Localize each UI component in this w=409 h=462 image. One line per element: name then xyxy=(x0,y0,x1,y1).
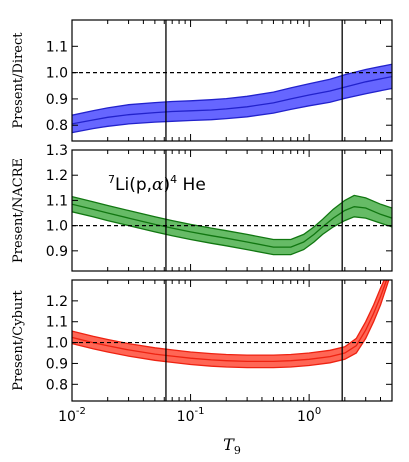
y-tick-label-1: 1.1 xyxy=(46,39,68,55)
annotation-pre-superscript: 7 xyxy=(108,173,115,186)
annotation-tail: He xyxy=(177,175,206,195)
lower-bound-line-3 xyxy=(72,280,390,369)
x-axis-label-subscript: 9 xyxy=(234,444,241,457)
uncertainty-band-2 xyxy=(72,195,392,255)
x-tick-exponent: -2 xyxy=(76,406,86,417)
annotation-alpha: α xyxy=(152,175,164,195)
y-axis-label-3: Present/Cyburt xyxy=(11,290,26,391)
central-line-3 xyxy=(72,280,388,363)
y-tick-label-2: 1.3 xyxy=(46,143,68,159)
plot-area-2 xyxy=(72,150,392,271)
panel-1: 0.8 0.9 1.0 1.1 Present/Direct xyxy=(11,19,393,142)
y-tick-label-3: 0.9 xyxy=(46,356,68,372)
y-axis-label-1: Present/Direct xyxy=(11,32,26,129)
x-tick-base: 10 xyxy=(177,409,195,425)
annotation-main: Li(p, xyxy=(115,175,152,195)
plot-area-3 xyxy=(72,280,392,401)
axes-frame-3 xyxy=(71,279,393,402)
axes-frame-1 xyxy=(71,19,393,142)
panel-2: 0.9 1.0 1.1 1.2 1.3 Present/NACRE xyxy=(11,143,393,272)
x-tick-exponent: 0 xyxy=(315,406,321,417)
y-tick-label-1: 1.0 xyxy=(46,66,68,82)
annotation-post-superscript: 4 xyxy=(170,173,177,186)
central-line-2 xyxy=(72,203,392,248)
y-axis-label-2: Present/NACRE xyxy=(11,158,26,263)
upper-bound-line-2 xyxy=(72,194,392,241)
y-tick-label-2: 1.1 xyxy=(46,193,68,209)
plot-area-1 xyxy=(72,20,392,141)
annotation-close: ) xyxy=(164,175,171,195)
panels: 0.8 0.9 1.0 1.1 Present/Direct 0.9 1.0 1.1 1.2 1.… xyxy=(11,19,393,425)
central-line-1 xyxy=(72,75,392,125)
lower-bound-line-2 xyxy=(72,211,392,256)
y-tick-label-3: 1.1 xyxy=(46,315,68,331)
y-tick-label-2: 1.0 xyxy=(46,219,68,235)
upper-bound-line-1 xyxy=(72,63,392,116)
y-tick-label-1: 0.8 xyxy=(46,118,68,134)
x-tick-base: 10 xyxy=(297,409,315,425)
x-tick-label: 100 xyxy=(297,406,321,425)
y-tick-label-3: 0.8 xyxy=(46,377,68,393)
x-tick-exponent: -1 xyxy=(194,406,204,417)
panel-3: 0.8 0.9 1.0 1.1 1.2 Present/Cyburt xyxy=(11,279,393,402)
y-tick-label-3: 1.0 xyxy=(46,336,68,352)
y-tick-label-3: 1.2 xyxy=(46,294,68,310)
x-axis-label: T9 xyxy=(223,435,241,457)
y-tick-label-2: 0.9 xyxy=(46,244,68,260)
axes-frame-2 xyxy=(71,149,393,272)
reaction-annotation: 7Li(p,α)4 He xyxy=(108,173,206,195)
upper-bound-line-3 xyxy=(72,280,385,356)
x-tick-label: 10-1 xyxy=(177,406,205,425)
x-axis-label-main: T xyxy=(223,435,235,454)
lower-bound-line-1 xyxy=(72,87,392,134)
y-tick-label-2: 1.2 xyxy=(46,168,68,184)
y-tick-label-1: 0.9 xyxy=(46,92,68,108)
x-tick-base: 10 xyxy=(58,409,76,425)
x-tick-label: 10-2 xyxy=(58,406,86,425)
